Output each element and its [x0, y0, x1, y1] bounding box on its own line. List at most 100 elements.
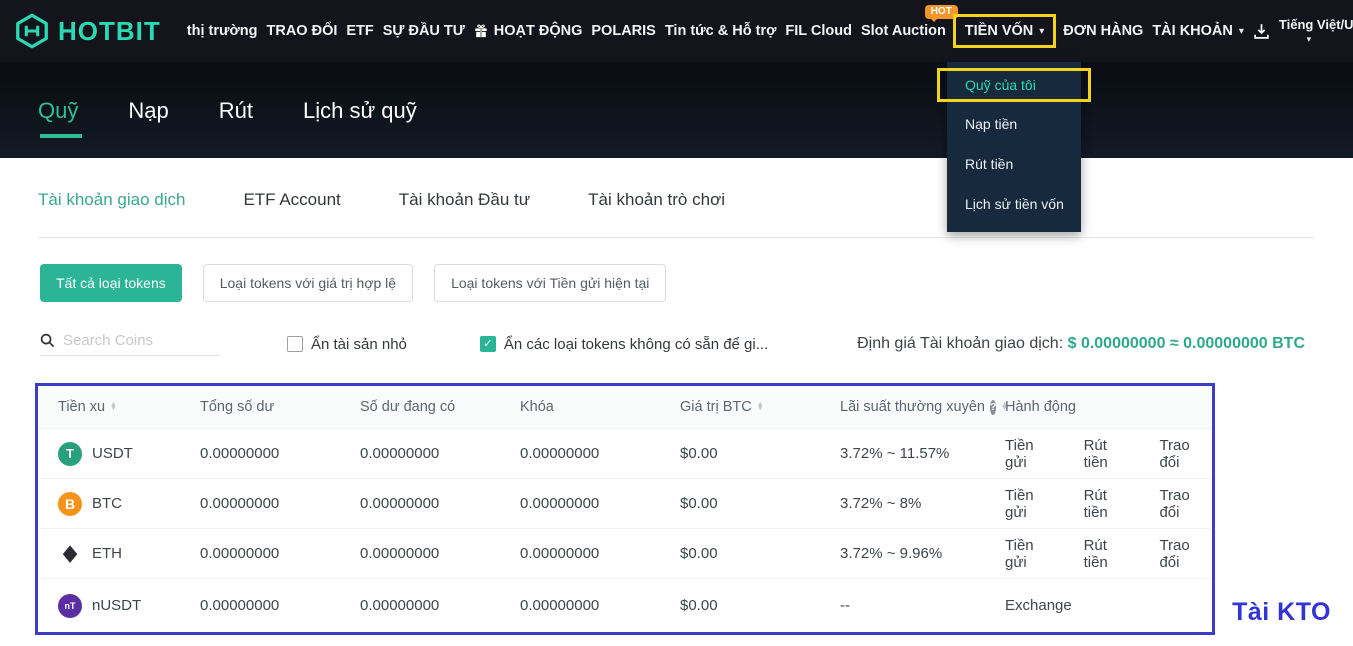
tab-funds[interactable]: Quỹ [38, 98, 83, 138]
total-balance: 0.00000000 [200, 445, 280, 462]
table-row-btc: B BTC 0.00000000 0.00000000 0.00000000 $… [38, 478, 1212, 528]
nav-slot-auction[interactable]: HOT Slot Auction [859, 5, 958, 45]
withdraw-link[interactable]: Rút tiền [1083, 536, 1108, 571]
nusdt-coin-icon: nT [58, 593, 82, 618]
dropdown-item-my-funds[interactable]: Quỹ của tôi [937, 68, 1091, 102]
token-filters: Tất cả loại tokens Loại tokens với giá t… [40, 264, 1353, 302]
nav-investment[interactable]: SỰ ĐẦU TƯ [382, 23, 465, 39]
available-balance: 0.00000000 [360, 545, 440, 562]
usdt-coin-icon: T [58, 441, 82, 466]
trade-link[interactable]: Trao đổi [1159, 436, 1190, 471]
chevron-down-icon: ▾ [1238, 25, 1244, 37]
chevron-down-icon: ▾ [1039, 25, 1045, 37]
search-input[interactable] [63, 332, 203, 349]
dropdown-item-deposit[interactable]: Nạp tiền [965, 116, 1018, 132]
gift-icon [475, 24, 487, 38]
total-balance: 0.00000000 [200, 545, 280, 562]
tab-trading-account[interactable]: Tài khoản giao dịch [38, 190, 186, 209]
coin-name: nUSDT [92, 597, 142, 614]
coin-name: ETH [92, 545, 122, 562]
tabs-divider [38, 237, 1315, 238]
nav-markets[interactable]: thị trường [186, 23, 258, 39]
main-menu: thị trường TRAO ĐỔI ETF SỰ ĐẦU TƯ HOẠT Đ… [185, 5, 1353, 50]
check-icon: ✓ [483, 337, 493, 350]
trade-link[interactable]: Trao đổi [1159, 536, 1190, 571]
tab-game-account[interactable]: Tài khoản trò chơi [588, 190, 725, 209]
exchange-link[interactable]: Exchange [1005, 597, 1072, 614]
valid-value-tokens-button[interactable]: Loại tokens với giá trị hợp lệ [202, 264, 414, 302]
tab-etf-account[interactable]: ETF Account [243, 190, 341, 209]
help-icon[interactable]: ? [989, 399, 997, 415]
interest-rate: -- [840, 597, 850, 614]
deposit-link[interactable]: Tiền gửi [1005, 486, 1034, 521]
locked-balance: 0.00000000 [520, 545, 600, 562]
download-icon [1254, 23, 1269, 39]
valuation-amount: $ 0.00000000 ≈ 0.00000000 BTC [1067, 335, 1305, 352]
hotbit-logo-icon [16, 13, 48, 49]
withdraw-link[interactable]: Rút tiền [1083, 436, 1108, 471]
tab-fund-history[interactable]: Lịch sử quỹ [302, 98, 417, 123]
available-balance: 0.00000000 [360, 495, 440, 512]
locked-balance: 0.00000000 [520, 445, 600, 462]
nav-activities[interactable]: HOẠT ĐỘNG [472, 17, 585, 45]
dropdown-item-withdraw[interactable]: Rút tiền [965, 156, 1014, 172]
total-balance: 0.00000000 [200, 495, 280, 512]
nav-account[interactable]: TÀI KHOẢN ▾ [1152, 23, 1244, 39]
hotbit-logo[interactable]: HOTBIT [14, 13, 161, 49]
deposit-link[interactable]: Tiền gửi [1005, 436, 1034, 471]
search-box [40, 332, 220, 356]
locked-balance: 0.00000000 [520, 597, 600, 614]
dropdown-item-fund-history[interactable]: Lịch sử tiền vốn [965, 196, 1064, 212]
coin-name: USDT [92, 445, 133, 462]
available-balance: 0.00000000 [360, 597, 440, 614]
btc-coin-icon: B [58, 491, 82, 516]
download-app-button[interactable] [1251, 17, 1272, 46]
nav-exchange[interactable]: TRAO ĐỔI [266, 23, 338, 39]
all-tokens-button[interactable]: Tất cả loại tokens [40, 264, 182, 302]
table-header-row: Tiền xu ▲ ▼ Tổng số dư Số dư đang có Khóa … [38, 386, 1212, 428]
btc-value: $0.00 [680, 597, 718, 614]
total-balance: 0.00000000 [200, 597, 280, 614]
current-deposit-tokens-button[interactable]: Loại tokens với Tiền gửi hiện tại [434, 264, 667, 302]
search-icon [40, 333, 55, 348]
table-row-usdt: T USDT 0.00000000 0.00000000 0.00000000 … [38, 428, 1212, 478]
nav-polaris[interactable]: POLARIS [591, 23, 656, 39]
deposit-link[interactable]: Tiền gửi [1005, 536, 1034, 571]
account-valuation: Định giá Tài khoản giao dịch: $ 0.000000… [857, 335, 1305, 352]
hide-small-assets-checkbox[interactable] [287, 336, 303, 352]
language-selector[interactable]: Tiếng Việt/US ▾ [1278, 17, 1353, 44]
hot-badge: HOT [924, 5, 958, 22]
tab-withdraw[interactable]: Rút [218, 98, 253, 123]
nav-funds[interactable]: TIỀN VỐN ▾ [952, 14, 1057, 48]
interest-rate: 3.72% ~ 9.96% [840, 545, 943, 562]
search-row: Ẩn tài sản nhỏ ✓ Ẩn các loại tokens khôn… [40, 332, 1305, 356]
btc-value: $0.00 [680, 495, 718, 512]
tab-deposit[interactable]: Nạp [128, 98, 169, 123]
trade-link[interactable]: Trao đổi [1159, 486, 1190, 521]
sort-icon[interactable]: ▲ ▼ [110, 401, 117, 412]
tab-investment-account[interactable]: Tài khoản Đầu tư [398, 190, 531, 209]
locked-balance: 0.00000000 [520, 495, 600, 512]
top-navigation: HOTBIT thị trường TRAO ĐỔI ETF SỰ ĐẦU TƯ… [0, 0, 1353, 62]
available-balance: 0.00000000 [360, 445, 440, 462]
interest-rate: 3.72% ~ 11.57% [840, 445, 950, 462]
nav-etf[interactable]: ETF [346, 23, 374, 39]
btc-value: $0.00 [680, 545, 718, 562]
hide-small-assets-option: Ẩn tài sản nhỏ [287, 336, 407, 353]
funds-subnav: Quỹ Nạp Rút Lịch sử quỹ [0, 62, 1353, 158]
funds-dropdown-menu: Quỹ của tôi Nạp tiền Rút tiền Lịch sử ti… [937, 62, 1091, 232]
withdraw-link[interactable]: Rút tiền [1083, 486, 1108, 521]
logo-text: HOTBIT [58, 15, 161, 46]
nav-orders[interactable]: ĐƠN HÀNG [1063, 23, 1144, 39]
coin-name: BTC [92, 495, 122, 512]
table-row-nusdt: nT nUSDT 0.00000000 0.00000000 0.0000000… [38, 578, 1212, 632]
eth-coin-icon: ◆ [62, 540, 78, 567]
table-row-eth: ◆ ETH 0.00000000 0.00000000 0.00000000 $… [38, 528, 1212, 578]
sort-icon[interactable]: ▲ ▼ [756, 401, 764, 412]
btc-value: $0.00 [680, 445, 718, 462]
nav-news-support[interactable]: Tin tức & Hỗ trợ [664, 23, 777, 39]
chevron-down-icon: ▾ [1306, 33, 1312, 44]
hide-unavailable-tokens-checkbox[interactable]: ✓ [479, 336, 496, 352]
nav-fil-cloud[interactable]: FIL Cloud [785, 23, 852, 39]
sort-icon[interactable]: ▲ ▼ [1001, 401, 1009, 412]
